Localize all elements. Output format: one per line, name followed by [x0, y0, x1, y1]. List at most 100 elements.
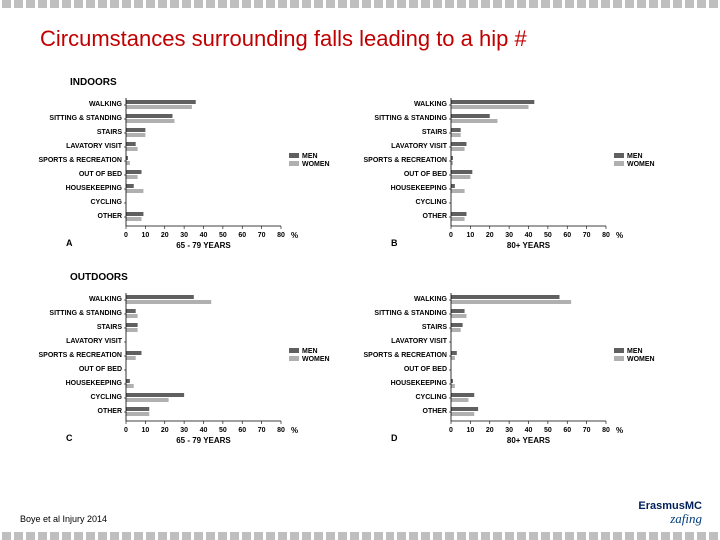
svg-text:OTHER: OTHER — [423, 408, 448, 415]
citation: Boye et al Injury 2014 — [20, 514, 107, 524]
svg-text:MEN: MEN — [627, 348, 643, 355]
svg-text:%: % — [291, 426, 298, 435]
svg-text:10: 10 — [466, 232, 474, 239]
svg-text:OTHER: OTHER — [98, 213, 123, 220]
svg-text:LAVATORY VISIT: LAVATORY VISIT — [391, 338, 448, 345]
svg-text:WALKING: WALKING — [414, 101, 448, 108]
svg-text:40: 40 — [525, 427, 533, 434]
svg-text:CYCLING: CYCLING — [91, 394, 123, 401]
svg-text:WOMEN: WOMEN — [302, 356, 330, 363]
panel-c: WALKING SITTING & STANDING STAIRS LAVATORY … — [30, 285, 345, 465]
svg-text:OUT OF BED: OUT OF BED — [79, 366, 122, 373]
svg-text:HOUSEKEEPING: HOUSEKEEPING — [66, 380, 123, 387]
svg-text:A: A — [66, 238, 73, 248]
svg-text:OTHER: OTHER — [98, 408, 123, 415]
svg-text:SITTING & STANDING: SITTING & STANDING — [374, 310, 447, 317]
svg-text:OUT OF BED: OUT OF BED — [404, 366, 447, 373]
svg-text:HOUSEKEEPING: HOUSEKEEPING — [391, 185, 448, 192]
svg-text:70: 70 — [583, 232, 591, 239]
svg-text:WOMEN: WOMEN — [627, 161, 655, 168]
svg-text:30: 30 — [505, 232, 513, 239]
svg-text:60: 60 — [238, 427, 246, 434]
svg-text:C: C — [66, 433, 73, 443]
svg-text:70: 70 — [583, 427, 591, 434]
svg-text:STAIRS: STAIRS — [97, 129, 122, 136]
section-indoors: INDOORS — [30, 75, 670, 90]
svg-text:SITTING & STANDING: SITTING & STANDING — [49, 310, 122, 317]
svg-text:SITTING & STANDING: SITTING & STANDING — [49, 115, 122, 122]
svg-text:10: 10 — [141, 232, 149, 239]
svg-text:30: 30 — [505, 427, 513, 434]
svg-text:OUT OF BED: OUT OF BED — [404, 171, 447, 178]
svg-text:0: 0 — [124, 232, 128, 239]
svg-text:STAIRS: STAIRS — [97, 324, 122, 331]
svg-text:65 - 79 YEARS: 65 - 79 YEARS — [176, 241, 231, 250]
svg-text:65 - 79 YEARS: 65 - 79 YEARS — [176, 436, 231, 445]
svg-text:SITTING & STANDING: SITTING & STANDING — [374, 115, 447, 122]
slide-title: Circumstances surrounding falls leading … — [40, 26, 700, 52]
svg-text:SPORTS & RECREATION: SPORTS & RECREATION — [39, 352, 123, 359]
svg-text:0: 0 — [449, 427, 453, 434]
svg-text:70: 70 — [258, 427, 266, 434]
svg-text:20: 20 — [486, 232, 494, 239]
svg-text:CYCLING: CYCLING — [91, 199, 123, 206]
svg-text:50: 50 — [544, 427, 552, 434]
svg-text:WALKING: WALKING — [414, 296, 448, 303]
top-border-decoration — [0, 0, 720, 8]
svg-text:0: 0 — [124, 427, 128, 434]
svg-text:40: 40 — [200, 427, 208, 434]
svg-text:20: 20 — [161, 427, 169, 434]
svg-text:WALKING: WALKING — [89, 296, 123, 303]
svg-text:80+ YEARS: 80+ YEARS — [507, 241, 551, 250]
panel-a: WALKING SITTING & STANDING STAIRS LAVATORY … — [30, 90, 345, 270]
bottom-border-decoration — [0, 532, 720, 540]
svg-text:CYCLING: CYCLING — [416, 199, 448, 206]
svg-text:%: % — [616, 426, 623, 435]
erasmus-logo: ErasmusMC zafing — [638, 501, 702, 526]
svg-text:D: D — [391, 433, 398, 443]
svg-text:60: 60 — [563, 232, 571, 239]
svg-text:STAIRS: STAIRS — [422, 129, 447, 136]
svg-text:30: 30 — [180, 427, 188, 434]
svg-text:HOUSEKEEPING: HOUSEKEEPING — [391, 380, 448, 387]
svg-text:SPORTS & RECREATION: SPORTS & RECREATION — [364, 352, 448, 359]
svg-text:80: 80 — [277, 427, 285, 434]
section-outdoors: OUTDOORS — [30, 270, 670, 285]
svg-text:HOUSEKEEPING: HOUSEKEEPING — [66, 185, 123, 192]
svg-text:MEN: MEN — [627, 153, 643, 160]
svg-text:OTHER: OTHER — [423, 213, 448, 220]
svg-text:80: 80 — [602, 427, 610, 434]
charts-grid: INDOORS WALKING SITTING & STANDING STAIRS L… — [30, 75, 670, 465]
svg-text:20: 20 — [486, 427, 494, 434]
svg-text:50: 50 — [219, 427, 227, 434]
svg-text:60: 60 — [563, 427, 571, 434]
panel-d: WALKING SITTING & STANDING STAIRS LAVATORY … — [355, 285, 670, 465]
svg-text:70: 70 — [258, 232, 266, 239]
svg-text:LAVATORY VISIT: LAVATORY VISIT — [66, 338, 123, 345]
panel-b: WALKING SITTING & STANDING STAIRS LAVATORY … — [355, 90, 670, 270]
svg-text:50: 50 — [219, 232, 227, 239]
svg-text:STAIRS: STAIRS — [422, 324, 447, 331]
svg-text:WOMEN: WOMEN — [627, 356, 655, 363]
svg-text:OUT OF BED: OUT OF BED — [79, 171, 122, 178]
svg-text:LAVATORY VISIT: LAVATORY VISIT — [66, 143, 123, 150]
svg-text:SPORTS & RECREATION: SPORTS & RECREATION — [364, 157, 448, 164]
svg-text:WALKING: WALKING — [89, 101, 123, 108]
svg-text:MEN: MEN — [302, 348, 318, 355]
svg-text:WOMEN: WOMEN — [302, 161, 330, 168]
svg-text:80: 80 — [277, 232, 285, 239]
svg-text:%: % — [616, 231, 623, 240]
svg-text:80: 80 — [602, 232, 610, 239]
svg-text:LAVATORY VISIT: LAVATORY VISIT — [391, 143, 448, 150]
svg-text:20: 20 — [161, 232, 169, 239]
svg-text:SPORTS & RECREATION: SPORTS & RECREATION — [39, 157, 123, 164]
svg-text:40: 40 — [200, 232, 208, 239]
svg-text:CYCLING: CYCLING — [416, 394, 448, 401]
svg-text:30: 30 — [180, 232, 188, 239]
svg-text:10: 10 — [466, 427, 474, 434]
svg-text:MEN: MEN — [302, 153, 318, 160]
svg-text:60: 60 — [238, 232, 246, 239]
svg-text:10: 10 — [141, 427, 149, 434]
svg-text:80+ YEARS: 80+ YEARS — [507, 436, 551, 445]
logo-line2: zafing — [670, 511, 702, 526]
